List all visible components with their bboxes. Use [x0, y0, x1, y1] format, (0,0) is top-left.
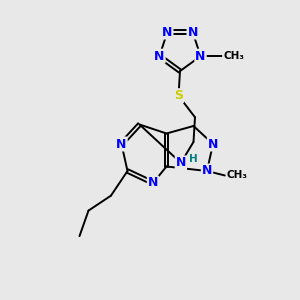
Text: CH₃: CH₃	[226, 170, 248, 181]
Text: N: N	[154, 50, 165, 63]
Text: N: N	[148, 176, 158, 190]
Text: N: N	[162, 26, 172, 38]
Text: N: N	[116, 137, 127, 151]
Text: N: N	[195, 50, 206, 63]
Text: S: S	[174, 89, 183, 102]
Text: H: H	[189, 154, 198, 164]
Text: N: N	[208, 137, 218, 151]
Text: CH₃: CH₃	[223, 51, 244, 61]
Text: N: N	[176, 156, 186, 170]
Text: N: N	[202, 164, 212, 178]
Text: N: N	[188, 26, 198, 38]
